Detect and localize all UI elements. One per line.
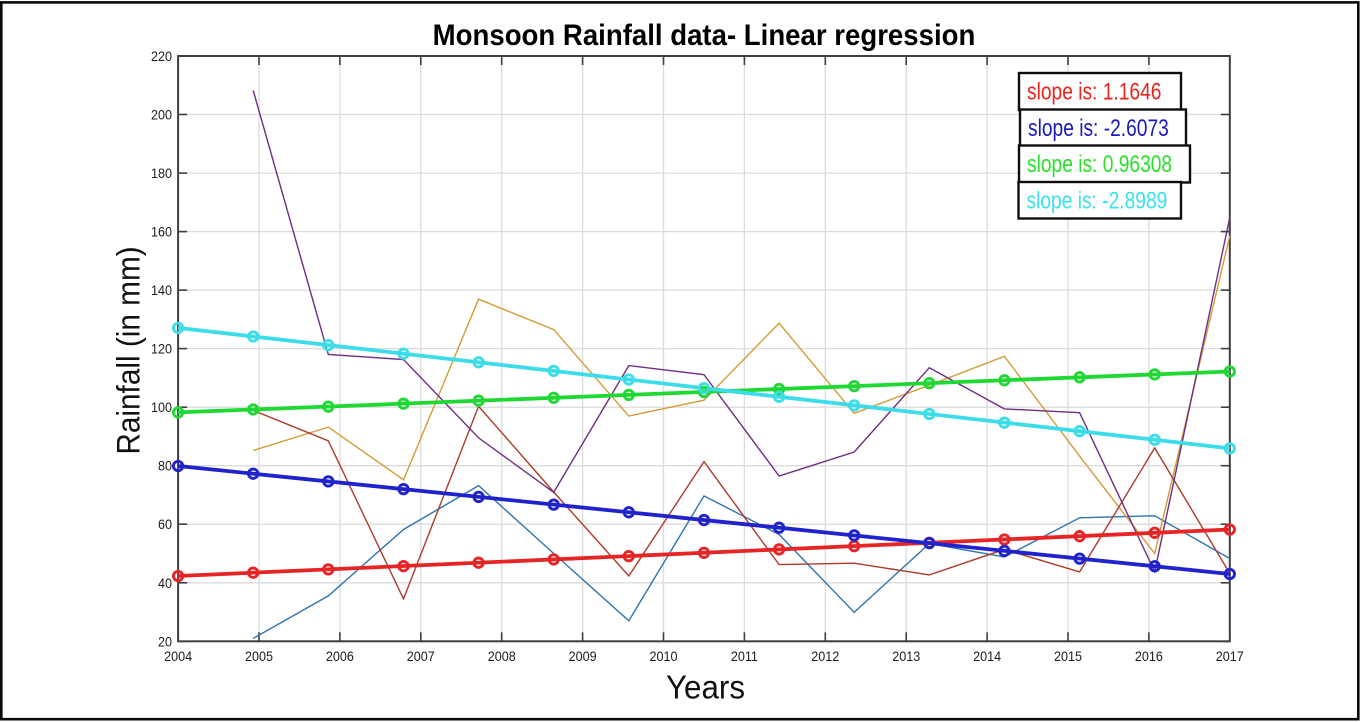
- svg-text:2015: 2015: [1054, 648, 1082, 664]
- svg-text:2004: 2004: [164, 648, 192, 664]
- svg-text:2005: 2005: [245, 648, 273, 664]
- svg-text:slope is: -2.8989: slope is: -2.8989: [1027, 186, 1168, 214]
- svg-text:60: 60: [158, 517, 172, 533]
- svg-text:20: 20: [158, 634, 172, 650]
- svg-text:2012: 2012: [811, 648, 839, 664]
- svg-text:180: 180: [151, 165, 172, 181]
- svg-text:200: 200: [151, 107, 172, 123]
- svg-text:40: 40: [158, 575, 172, 591]
- svg-text:140: 140: [151, 282, 172, 298]
- svg-text:slope is: 1.1646: slope is: 1.1646: [1027, 78, 1161, 106]
- svg-text:Years: Years: [666, 669, 745, 706]
- svg-text:160: 160: [151, 224, 172, 240]
- svg-text:slope is: -2.6073: slope is: -2.6073: [1028, 114, 1169, 142]
- svg-text:2007: 2007: [407, 648, 435, 664]
- svg-text:2006: 2006: [326, 648, 354, 664]
- svg-text:2017: 2017: [1216, 648, 1244, 664]
- svg-text:2008: 2008: [488, 648, 516, 664]
- svg-text:slope is: 0.96308: slope is: 0.96308: [1027, 150, 1172, 178]
- svg-text:Rainfall (in mm): Rainfall (in mm): [111, 246, 147, 454]
- svg-text:2013: 2013: [892, 648, 920, 664]
- svg-text:80: 80: [158, 458, 172, 474]
- svg-text:2014: 2014: [973, 648, 1001, 664]
- svg-text:2010: 2010: [650, 648, 678, 664]
- svg-text:2016: 2016: [1135, 648, 1163, 664]
- svg-text:120: 120: [151, 341, 172, 357]
- svg-text:2009: 2009: [569, 648, 597, 664]
- svg-text:2011: 2011: [731, 648, 758, 664]
- svg-text:Monsoon Rainfall data- Linear: Monsoon Rainfall data- Linear regression: [433, 19, 976, 52]
- svg-text:220: 220: [151, 48, 172, 64]
- svg-text:100: 100: [151, 400, 172, 416]
